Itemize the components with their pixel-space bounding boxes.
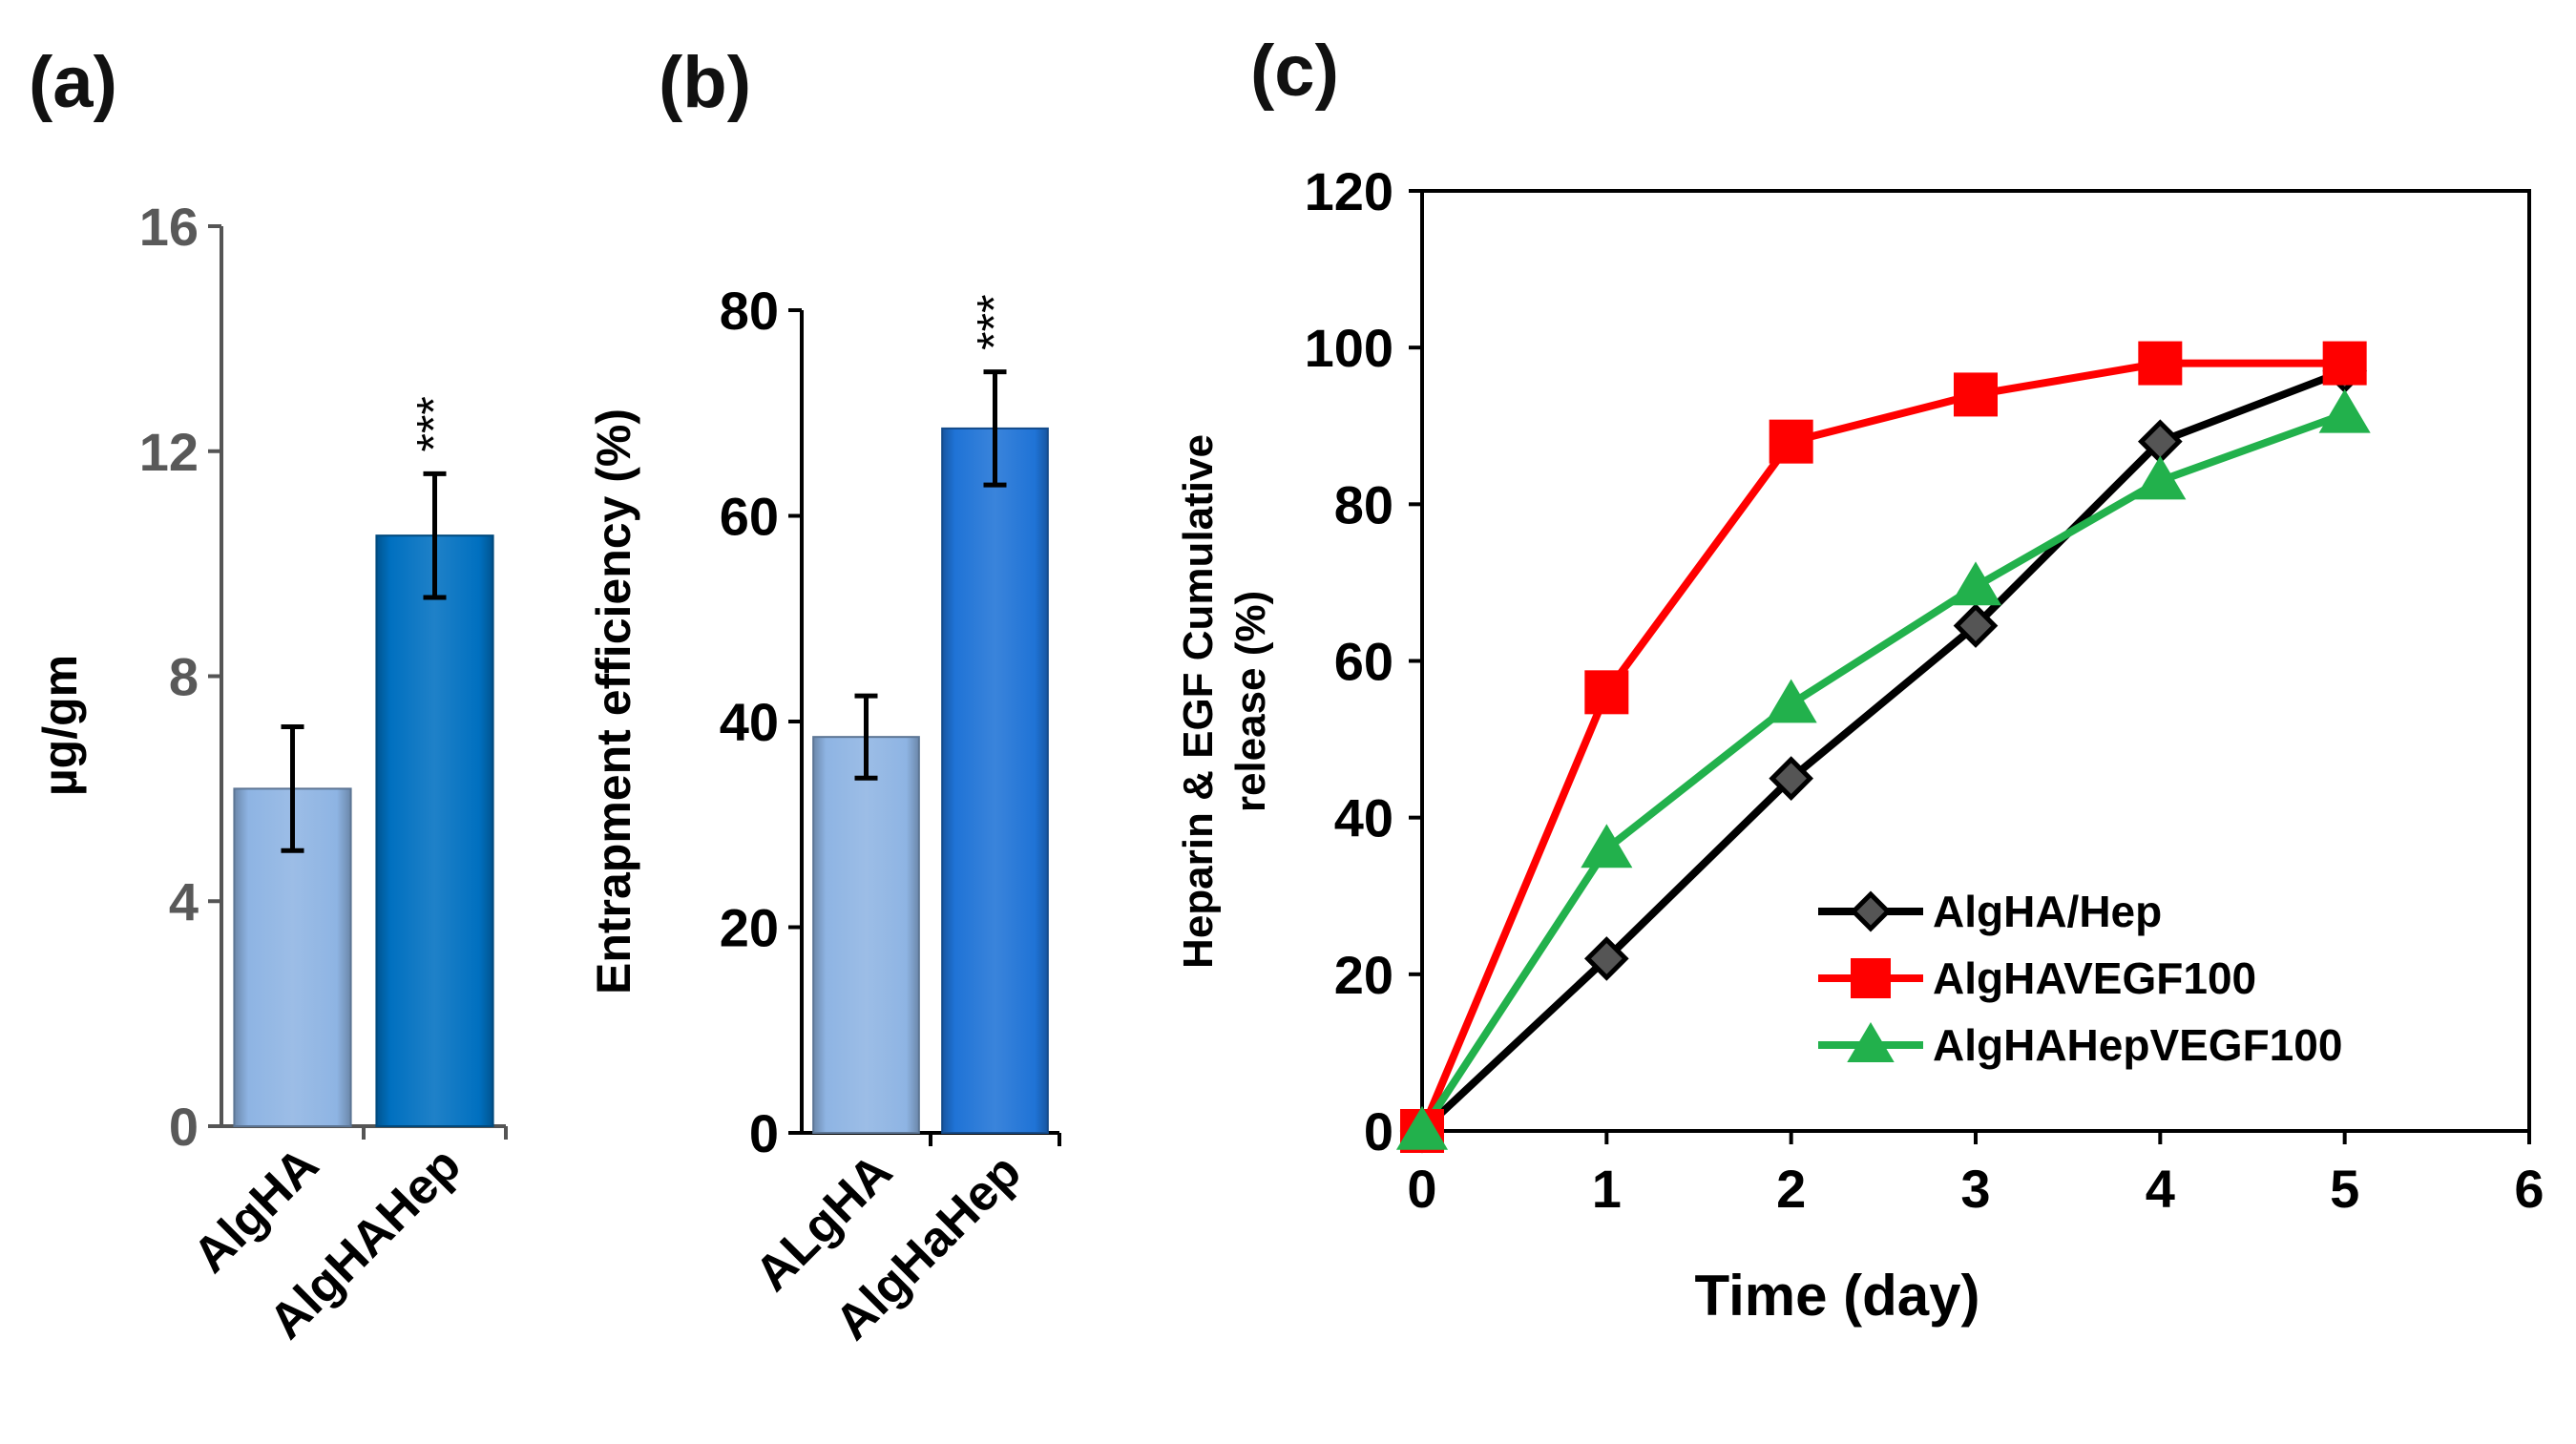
y-tick-label: 16 bbox=[139, 197, 199, 257]
y-tick-label: 80 bbox=[720, 281, 779, 341]
y-tick-label: 100 bbox=[1305, 318, 1393, 378]
data-point-AlgHAVEGF100-1 bbox=[1584, 670, 1629, 715]
data-point-AlgHAVEGF100-2 bbox=[1769, 419, 1813, 464]
panel-b-label: (b) bbox=[659, 42, 751, 123]
x-tick-label: 1 bbox=[1592, 1159, 1622, 1219]
legend-label-AlgHAVEGF100: AlgHAVEGF100 bbox=[1933, 953, 2256, 1003]
x-tick-label: 3 bbox=[1960, 1159, 1990, 1219]
y-tick-label: 12 bbox=[139, 422, 199, 482]
panel-b-bar-chart: Entrapment efficiency (%) 020406080ALgHA… bbox=[587, 281, 1061, 1350]
data-point-AlgHA/Hep-3 bbox=[1953, 603, 1999, 648]
panel-c-x-axis-label: Time (day) bbox=[1695, 1264, 1980, 1328]
panel-b-y-axis-label: Entrapment efficiency (%) bbox=[587, 408, 640, 994]
y-tick-label: 0 bbox=[749, 1103, 779, 1163]
series-line-AlgHAVEGF100 bbox=[1418, 359, 2345, 1133]
data-point-AlgHA/Hep-2 bbox=[1769, 756, 1814, 801]
y-tick-label: 60 bbox=[720, 487, 779, 547]
panel-c-line-chart: Time (day) Heparin & EGF Cumulative rele… bbox=[1175, 161, 2545, 1328]
legend-marker-AlgHAHepVEGF100 bbox=[1847, 1022, 1895, 1062]
significance-marker: *** bbox=[968, 294, 1021, 349]
bar-ALgHA bbox=[812, 736, 920, 1134]
x-tick-label: 5 bbox=[2330, 1159, 2359, 1219]
data-point-AlgHAHepVEGF100-5 bbox=[2318, 388, 2371, 433]
y-tick-label: 0 bbox=[1364, 1101, 1393, 1161]
panel-c-label: (c) bbox=[1250, 31, 1339, 112]
y-tick-label: 40 bbox=[1334, 788, 1393, 848]
panel-a-label: (a) bbox=[29, 42, 117, 123]
data-point-AlgHAHepVEGF100-2 bbox=[1765, 679, 1817, 723]
panel-c-y-axis-label-line2: release (%) bbox=[1227, 591, 1274, 812]
legend-marker-AlgHA/Hep bbox=[1850, 890, 1892, 932]
data-point-AlgHAVEGF100-4 bbox=[2138, 341, 2183, 386]
y-tick-label: 40 bbox=[720, 692, 779, 752]
bar-AlgHAHep bbox=[375, 534, 494, 1127]
data-point-AlgHAHepVEGF100-4 bbox=[2134, 455, 2187, 500]
y-tick-label: 8 bbox=[169, 647, 199, 707]
series-line-AlgHA/Hep bbox=[1419, 367, 2347, 1134]
y-tick-label: 60 bbox=[1334, 632, 1393, 692]
bar-AlgHaHep bbox=[941, 427, 1049, 1135]
y-tick-label: 20 bbox=[720, 898, 779, 958]
x-tick-label: 2 bbox=[1776, 1159, 1806, 1219]
significance-marker: *** bbox=[408, 396, 461, 451]
y-tick-label: 0 bbox=[169, 1097, 199, 1157]
y-tick-label: 20 bbox=[1334, 945, 1393, 1005]
x-tick-label: 6 bbox=[2514, 1159, 2544, 1219]
data-point-AlgHAHepVEGF100-1 bbox=[1581, 824, 1633, 868]
y-tick-label: 4 bbox=[169, 871, 199, 931]
data-point-AlgHA/Hep-1 bbox=[1583, 936, 1629, 981]
legend-marker-AlgHAVEGF100 bbox=[1851, 958, 1891, 998]
y-tick-label: 120 bbox=[1305, 161, 1393, 221]
legend-label-AlgHA/Hep: AlgHA/Hep bbox=[1933, 887, 2162, 936]
y-tick-label: 80 bbox=[1334, 474, 1393, 534]
data-point-AlgHAHepVEGF100-0 bbox=[1395, 1105, 1449, 1150]
x-tick-label: 4 bbox=[2146, 1159, 2175, 1219]
data-point-AlgHAHepVEGF100-3 bbox=[1949, 561, 2002, 606]
x-tick-label: 0 bbox=[1407, 1159, 1436, 1219]
series-line-AlgHAHepVEGF100 bbox=[1418, 410, 2347, 1134]
data-point-AlgHAVEGF100-3 bbox=[1954, 372, 1998, 417]
legend-label-AlgHAHepVEGF100: AlgHAHepVEGF100 bbox=[1933, 1020, 2342, 1070]
panel-c-y-axis-label-line1: Heparin & EGF Cumulative bbox=[1175, 434, 1222, 969]
data-point-AlgHAVEGF100-5 bbox=[2322, 341, 2367, 386]
panel-a-y-axis-label: µg/gm bbox=[33, 655, 87, 796]
